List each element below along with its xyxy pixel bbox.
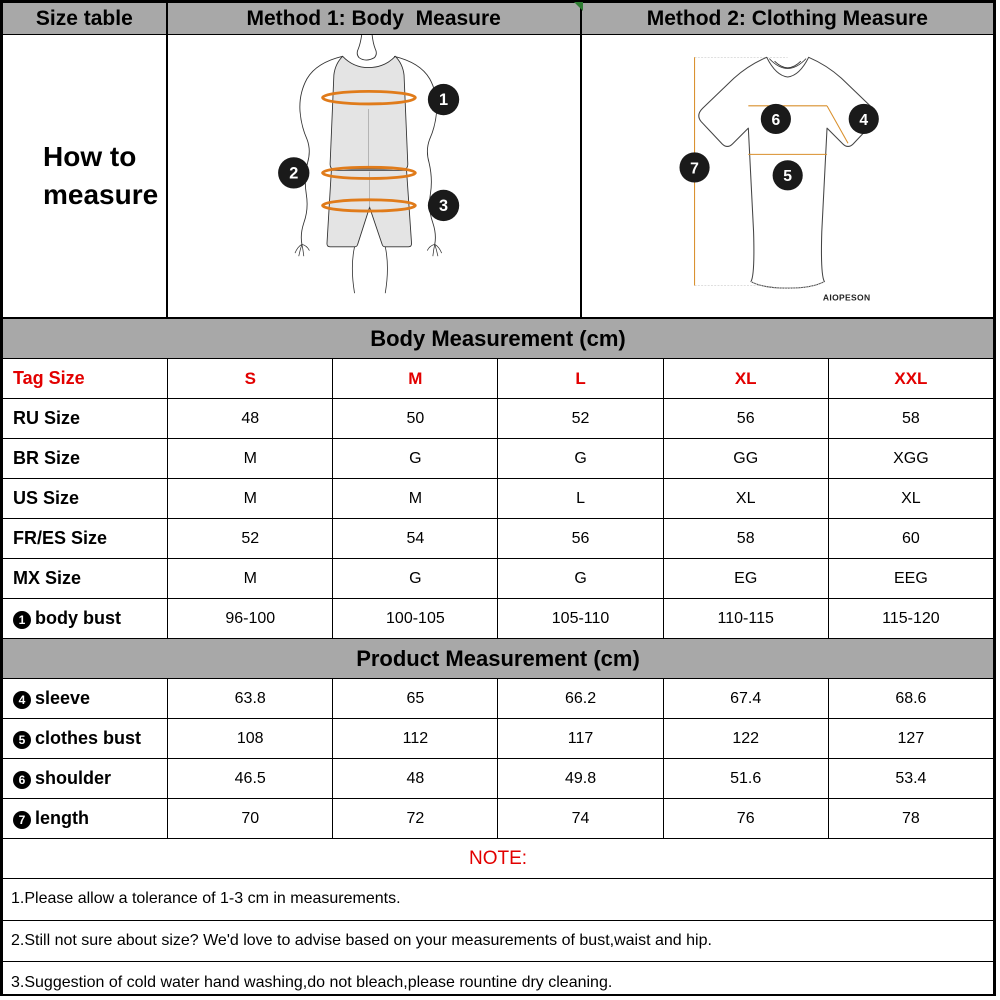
svg-text:AIOPESON: AIOPESON [823, 293, 871, 303]
svg-text:4: 4 [859, 112, 868, 129]
svg-text:7: 7 [690, 160, 699, 177]
svg-text:2: 2 [289, 165, 298, 183]
svg-text:3: 3 [439, 197, 448, 215]
svg-text:5: 5 [783, 168, 792, 185]
svg-text:1: 1 [439, 91, 448, 109]
svg-text:6: 6 [771, 112, 780, 129]
